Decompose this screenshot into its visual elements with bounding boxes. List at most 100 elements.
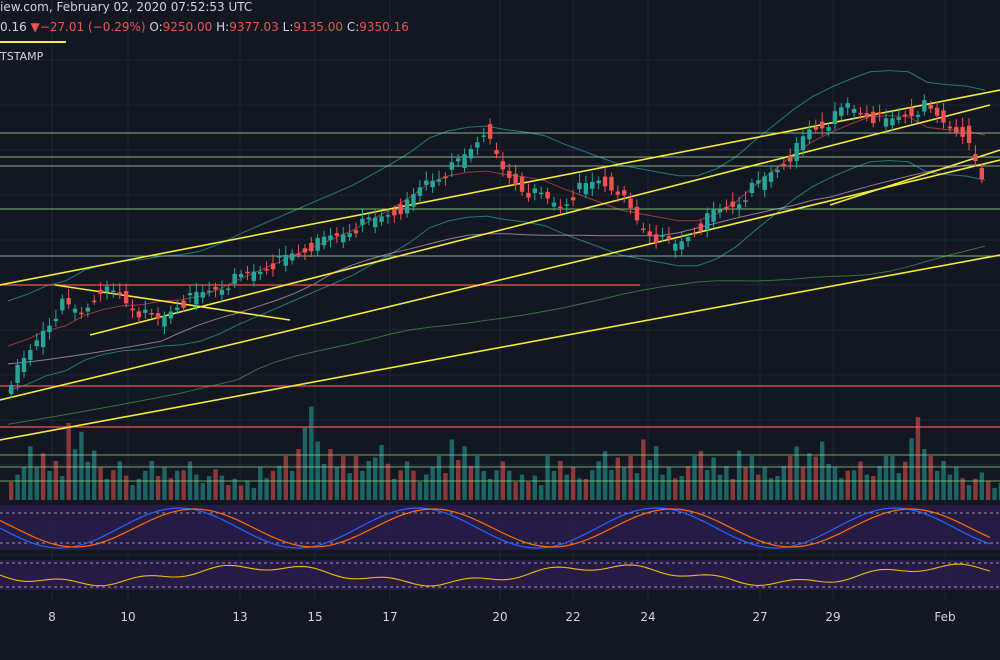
volume-bar [123, 475, 129, 500]
volume-bar [130, 485, 135, 500]
close-value: 9350.16 [359, 20, 409, 34]
candle-body [366, 217, 371, 220]
candle-body [928, 104, 933, 109]
candle-body [558, 206, 563, 209]
candle-body [532, 188, 538, 193]
candle-body [468, 148, 474, 159]
volume-bar [79, 431, 84, 500]
candle-body [436, 179, 442, 182]
candle-body [513, 173, 518, 185]
candle-body [219, 289, 225, 295]
candle-body [730, 201, 735, 207]
indicator-underline [0, 41, 66, 43]
volume-bar [417, 482, 423, 500]
change-prefix: 0.16 [0, 20, 27, 34]
volume-bar [104, 479, 110, 500]
candle-body [347, 233, 352, 237]
stoch-k-line [0, 507, 991, 549]
volume-bar [826, 464, 831, 500]
volume-bar [947, 474, 953, 500]
volume-bar [309, 406, 314, 500]
candle-body [424, 180, 429, 185]
volume-bar [756, 474, 761, 500]
close-label: C: [346, 20, 360, 34]
candle-body [72, 308, 78, 313]
candle-body [883, 118, 889, 127]
volume-bar [353, 456, 359, 500]
candle-body [749, 182, 755, 194]
volume-bar [449, 439, 455, 500]
x-tick-label: 8 [48, 610, 56, 624]
candle-body [379, 216, 384, 222]
volume-bar [111, 470, 116, 500]
volume-bar [909, 438, 914, 500]
candle-body [168, 311, 174, 319]
volume-bar [334, 467, 340, 500]
candle-body [705, 213, 710, 230]
candle-body [915, 114, 921, 117]
volume-bar [436, 456, 442, 500]
volume-bar [296, 449, 301, 500]
volume-bar [206, 476, 212, 500]
x-tick-label: 29 [825, 610, 840, 624]
candle-body [507, 170, 512, 178]
candle-body [717, 209, 723, 213]
volume-bar [168, 478, 174, 500]
ma-long [7, 164, 986, 365]
volume-bar [15, 474, 20, 500]
candle-body [647, 231, 652, 236]
candle-body [449, 162, 455, 170]
candle-body [858, 112, 863, 115]
volume-bar [28, 446, 33, 500]
candle-body [896, 117, 901, 120]
volume-bar [705, 470, 710, 500]
candle-body [756, 180, 761, 184]
volume-bar [411, 470, 416, 500]
volume-bar [385, 463, 391, 500]
volume-bar [72, 449, 78, 500]
volume-bar [915, 417, 921, 500]
volume-bar [162, 467, 167, 500]
volume-bar [717, 474, 723, 500]
candle-body [794, 143, 799, 162]
candle-body [34, 340, 39, 347]
oscillators [0, 507, 1000, 588]
volume-bar [226, 485, 231, 500]
candle-body [360, 218, 365, 225]
candle-body [302, 248, 308, 253]
candle-body [564, 204, 569, 206]
candle-body [155, 313, 161, 319]
volume-bar [692, 456, 697, 500]
x-tick-label: Feb [934, 610, 955, 624]
volume-bar [788, 456, 793, 500]
volume-bar [590, 470, 595, 500]
volume-bar [794, 446, 799, 500]
x-tick-label: 24 [640, 610, 655, 624]
volume-bar [890, 456, 895, 500]
volume-bar [232, 478, 237, 500]
candle-body [641, 228, 646, 231]
volume-bar [258, 467, 263, 500]
volume-bar [47, 471, 52, 500]
candle-body [685, 237, 691, 242]
open-value: 9250.00 [162, 20, 213, 34]
candle-body [213, 286, 218, 290]
volume-bar [219, 475, 225, 500]
volume-bar [800, 467, 806, 500]
candle-body [283, 254, 288, 266]
volume-bar [66, 423, 71, 500]
volume-bar [883, 456, 889, 500]
candle-body [666, 235, 672, 240]
x-tick-label: 20 [492, 610, 507, 624]
trendline [0, 159, 1000, 401]
x-tick-label: 15 [307, 610, 322, 624]
candle-body [98, 289, 103, 295]
volume-bar [328, 449, 333, 500]
candle-body [922, 100, 927, 112]
volume-bar [730, 479, 735, 500]
volume-bar [513, 482, 518, 500]
volume-bar [347, 473, 352, 500]
candle-body [743, 200, 748, 202]
volume-bar [985, 480, 991, 500]
